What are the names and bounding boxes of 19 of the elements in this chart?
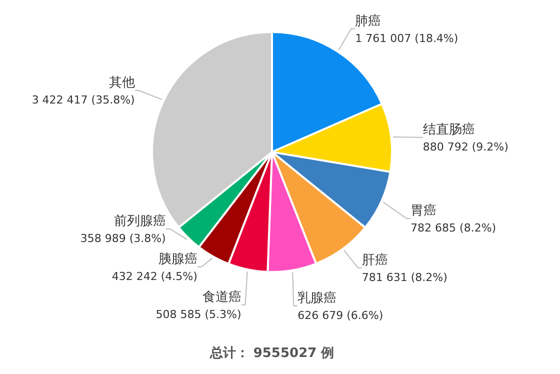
data-label: 358 989 (3.8%) [80,232,166,245]
data-label: 626 679 (6.6%) [298,308,384,322]
data-label: 3 422 417 (35.8%) [32,93,135,106]
text: 总计： 9555027 例 [208,345,334,361]
data-label: 781 631 (8.2%) [362,270,448,284]
slice-label: 肝癌 [362,252,388,268]
data-label: 782 685 (8.2%) [410,221,496,234]
data-label: 880 792 (9.2%) [422,140,508,154]
slice-label: 食道癌 [202,290,242,305]
slice-label: 胰腺癌 [158,252,198,267]
slice-label: 前列腺癌 [114,214,166,229]
data-label: 1 761 007 (18.4%) [355,32,458,45]
slice-label: 其他 [108,75,135,90]
slice-label: 结直肠癌 [422,122,475,138]
data-label: 508 585 (5.3%) [156,308,242,321]
slice-label: 胃癌 [410,203,437,218]
slice-label: 肺癌 [355,14,382,29]
slice-label: 乳腺癌 [298,290,337,306]
data-label: 432 242 (4.5%) [112,270,198,283]
